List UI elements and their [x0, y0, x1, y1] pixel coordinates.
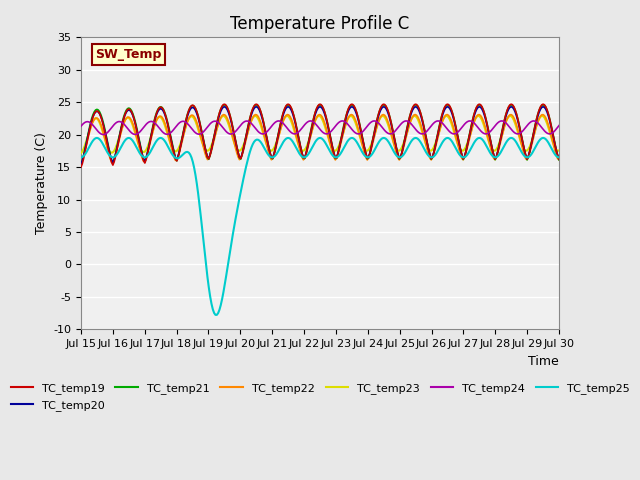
- TC_temp25: [222, 274, 230, 279]
- TC_temp24: [221, 127, 228, 133]
- TC_temp22: [77, 160, 84, 166]
- TC_temp24: [245, 119, 253, 124]
- TC_temp25: [289, 139, 296, 144]
- TC_temp22: [236, 157, 243, 163]
- TC_temp23: [136, 144, 143, 150]
- TC_temp19: [556, 156, 563, 162]
- TC_temp22: [286, 114, 294, 120]
- Text: SW_Temp: SW_Temp: [95, 48, 162, 61]
- TC_temp24: [77, 123, 84, 129]
- TC_temp22: [530, 134, 538, 140]
- TC_temp22: [220, 112, 227, 118]
- TC_temp21: [286, 103, 294, 109]
- TC_temp21: [236, 155, 243, 160]
- TC_temp22: [136, 146, 143, 152]
- TC_temp24: [498, 118, 506, 124]
- TC_temp19: [236, 155, 243, 160]
- TC_temp25: [137, 152, 145, 157]
- TC_temp24: [137, 128, 145, 133]
- TC_temp23: [237, 147, 244, 153]
- TC_temp23: [220, 113, 227, 119]
- Legend: TC_temp19, TC_temp20, TC_temp21, TC_temp22, TC_temp23, TC_temp24, TC_temp25: TC_temp19, TC_temp20, TC_temp21, TC_temp…: [6, 379, 634, 415]
- TC_temp24: [556, 122, 563, 128]
- TC_temp23: [556, 147, 563, 153]
- TC_temp20: [236, 154, 243, 160]
- Title: Temperature Profile C: Temperature Profile C: [230, 15, 410, 33]
- TC_temp25: [77, 155, 84, 160]
- TC_temp21: [244, 126, 252, 132]
- TC_temp25: [213, 312, 221, 318]
- TC_temp24: [531, 118, 539, 124]
- Line: TC_temp23: TC_temp23: [81, 116, 559, 153]
- TC_temp19: [244, 127, 252, 132]
- TC_temp21: [220, 102, 227, 108]
- TC_temp25: [246, 148, 254, 154]
- TC_temp21: [556, 157, 563, 163]
- TC_temp23: [530, 132, 538, 138]
- Y-axis label: Temperature (C): Temperature (C): [35, 132, 47, 234]
- TC_temp25: [556, 155, 563, 160]
- Line: TC_temp21: TC_temp21: [81, 105, 559, 165]
- Line: TC_temp20: TC_temp20: [81, 107, 559, 164]
- TC_temp20: [529, 136, 536, 142]
- Line: TC_temp19: TC_temp19: [81, 104, 559, 167]
- TC_temp19: [220, 102, 227, 108]
- TC_temp20: [220, 104, 227, 110]
- TC_temp24: [237, 122, 244, 128]
- TC_temp23: [221, 114, 228, 120]
- TC_temp19: [136, 141, 143, 146]
- TC_temp24: [100, 132, 108, 137]
- X-axis label: Time: Time: [528, 355, 559, 368]
- TC_temp20: [77, 161, 84, 167]
- TC_temp22: [556, 156, 563, 162]
- TC_temp24: [287, 130, 295, 135]
- Line: TC_temp22: TC_temp22: [81, 115, 559, 163]
- TC_temp25: [238, 182, 246, 188]
- TC_temp19: [529, 136, 536, 142]
- TC_temp20: [556, 156, 563, 162]
- Line: TC_temp25: TC_temp25: [81, 138, 559, 315]
- TC_temp20: [286, 105, 294, 111]
- TC_temp21: [136, 138, 143, 144]
- TC_temp21: [529, 135, 536, 141]
- TC_temp21: [77, 162, 84, 168]
- TC_temp19: [540, 101, 547, 107]
- TC_temp19: [286, 103, 294, 108]
- TC_temp22: [244, 132, 252, 137]
- Line: TC_temp24: TC_temp24: [81, 121, 559, 134]
- TC_temp20: [136, 140, 143, 145]
- TC_temp23: [77, 150, 84, 156]
- TC_temp22: [380, 112, 387, 118]
- TC_temp20: [244, 128, 252, 133]
- TC_temp23: [245, 125, 253, 131]
- TC_temp21: [540, 102, 547, 108]
- TC_temp25: [93, 135, 100, 141]
- TC_temp23: [287, 119, 295, 124]
- TC_temp19: [77, 164, 84, 170]
- TC_temp25: [531, 145, 539, 151]
- TC_temp20: [540, 104, 547, 109]
